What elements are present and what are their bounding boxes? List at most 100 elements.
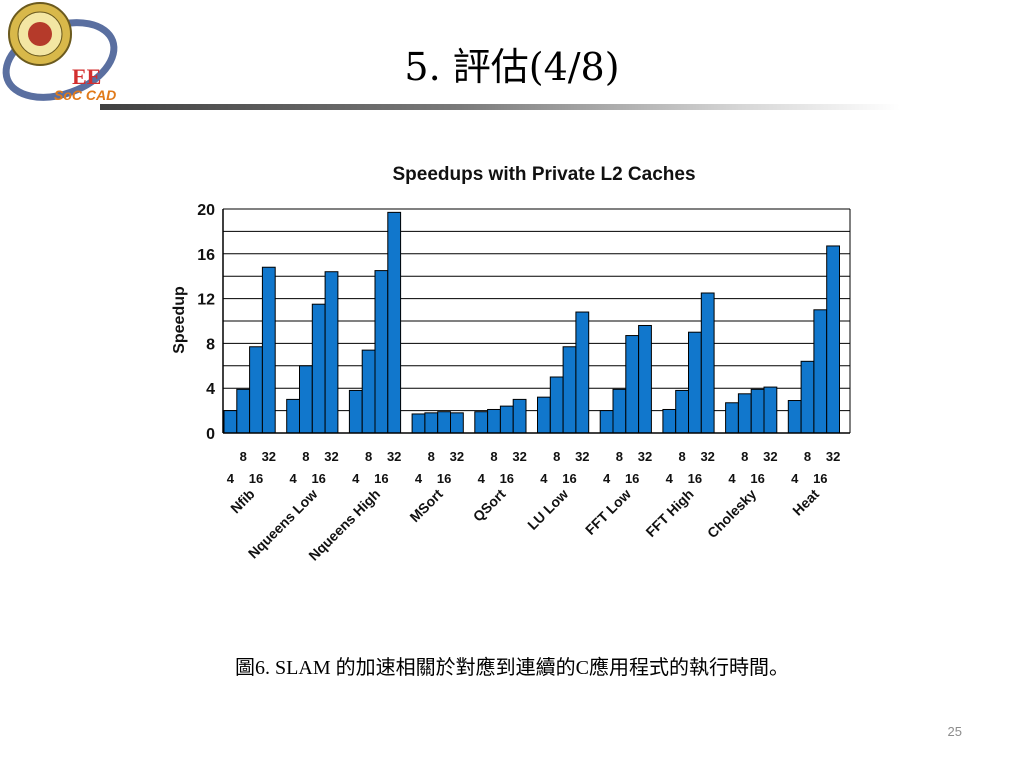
- logo-ee-text: EE: [72, 64, 101, 89]
- soc-cad-logo: EE SoC CAD: [2, 2, 118, 103]
- y-tick-label: 4: [206, 381, 215, 398]
- bar: [437, 411, 452, 434]
- bar: [374, 270, 389, 434]
- bar: [249, 346, 263, 434]
- y-tick-label: 12: [197, 292, 215, 309]
- thread-tick-label: 16: [562, 471, 576, 486]
- thread-tick-label: 8: [741, 449, 748, 464]
- page-number: 25: [947, 724, 962, 739]
- thread-tick-label: 32: [826, 449, 840, 464]
- bar: [387, 211, 402, 434]
- bar: [763, 386, 778, 434]
- bar: [261, 266, 276, 434]
- bar: [537, 396, 551, 434]
- y-tick-label: 16: [197, 247, 215, 264]
- bar: [324, 271, 339, 434]
- bar: [286, 398, 300, 434]
- bar: [737, 393, 752, 434]
- benchmark-label: QSort: [470, 486, 509, 525]
- thread-tick-label: 32: [450, 449, 464, 464]
- chart-title: Speedups with Private L2 Caches: [392, 164, 695, 185]
- thread-tick-label: 4: [666, 471, 674, 486]
- thread-tick-label: 4: [478, 471, 486, 486]
- thread-tick-label: 8: [490, 449, 497, 464]
- thread-tick-label: 4: [227, 471, 235, 486]
- thread-tick-label: 8: [428, 449, 435, 464]
- logo-soc-cad-text: SoC CAD: [54, 87, 116, 103]
- thread-tick-label: 4: [603, 471, 611, 486]
- benchmark-label: Nfib: [227, 486, 258, 517]
- thread-tick-label: 16: [688, 471, 702, 486]
- bar: [411, 413, 426, 434]
- bar: [348, 389, 363, 434]
- thread-tick-label: 32: [262, 449, 276, 464]
- bar: [813, 309, 828, 434]
- bar: [700, 292, 715, 434]
- thread-tick-label: 16: [813, 471, 827, 486]
- bar: [787, 400, 802, 434]
- thread-tick-label: 8: [302, 449, 309, 464]
- thread-tick-label: 32: [387, 449, 401, 464]
- thread-tick-label: 4: [728, 471, 736, 486]
- y-tick-label: 8: [206, 336, 215, 353]
- bars: [223, 211, 841, 434]
- thread-tick-label: 8: [616, 449, 623, 464]
- thread-tick-label: 4: [791, 471, 799, 486]
- thread-tick-label: 32: [575, 449, 589, 464]
- bar: [424, 412, 439, 434]
- thread-tick-label: 32: [700, 449, 714, 464]
- benchmark-label: MSort: [406, 486, 446, 526]
- y-tick-label: 0: [206, 426, 215, 443]
- thread-tick-label: 8: [553, 449, 560, 464]
- benchmark-label: Heat: [789, 486, 822, 519]
- bar: [311, 303, 326, 434]
- thread-tick-label: 8: [365, 449, 372, 464]
- bar: [450, 412, 464, 434]
- bar: [499, 405, 514, 434]
- thread-tick-label: 16: [500, 471, 514, 486]
- thread-tick-label: 8: [804, 449, 811, 464]
- bar: [826, 245, 841, 434]
- speedup-bar-chart: Speedups with Private L2 Caches Speedup …: [171, 164, 851, 564]
- thread-tick-label: 4: [289, 471, 297, 486]
- y-axis-label: Speedup: [171, 286, 188, 354]
- thread-tick-label: 16: [311, 471, 325, 486]
- bar: [599, 410, 614, 434]
- bar: [562, 346, 577, 434]
- bar: [474, 411, 489, 434]
- bar: [223, 410, 238, 434]
- figure-caption: 圖6. SLAM 的加速相關於對應到連續的C應用程式的執行時間。: [235, 657, 789, 679]
- thread-tick-label: 32: [638, 449, 652, 464]
- thread-tick-label: 8: [678, 449, 685, 464]
- university-seal-center: [28, 22, 52, 46]
- bar: [638, 324, 652, 434]
- bar: [299, 365, 313, 434]
- thread-tick-label: 32: [763, 449, 777, 464]
- benchmark-label: LU Low: [524, 486, 571, 533]
- bar: [800, 360, 815, 434]
- thread-tick-label: 4: [415, 471, 423, 486]
- thread-tick-label: 16: [625, 471, 639, 486]
- bar: [361, 349, 376, 434]
- bar: [549, 376, 564, 434]
- bar: [487, 408, 501, 434]
- thread-tick-label: 8: [240, 449, 247, 464]
- thread-tick-label: 16: [437, 471, 451, 486]
- benchmark-label: FFT Low: [582, 486, 634, 538]
- benchmark-label: Cholesky: [704, 486, 759, 541]
- bar: [625, 335, 640, 434]
- bar: [575, 311, 590, 434]
- bar: [688, 331, 702, 434]
- bar: [750, 388, 765, 434]
- slide-title: 5. 評估(4/8): [404, 45, 620, 89]
- thread-tick-label: 16: [750, 471, 764, 486]
- bar: [675, 389, 690, 434]
- thread-tick-label: 16: [249, 471, 263, 486]
- y-tick-label: 20: [197, 202, 215, 219]
- thread-tick-label: 4: [352, 471, 360, 486]
- thread-tick-label: 4: [540, 471, 548, 486]
- bar: [512, 398, 527, 434]
- title-divider: [100, 104, 900, 110]
- plot-frame: [222, 209, 851, 434]
